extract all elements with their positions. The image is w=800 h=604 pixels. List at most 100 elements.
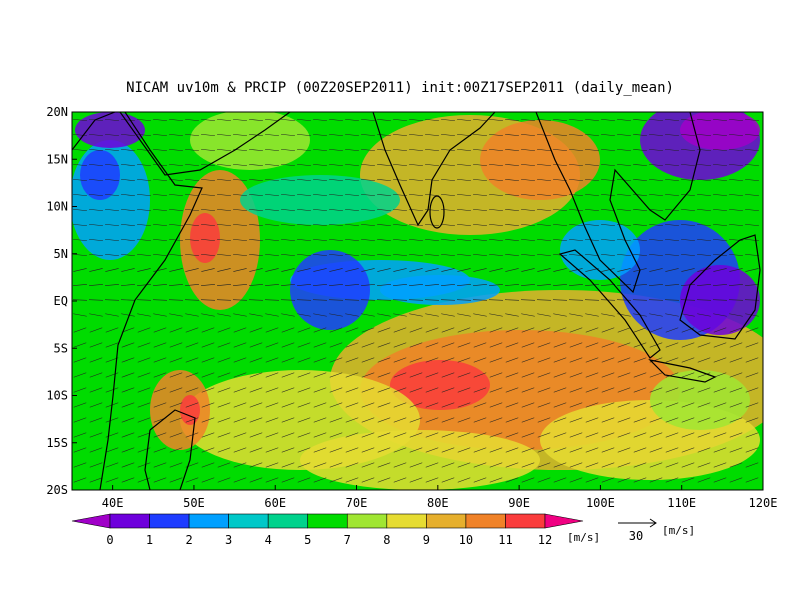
wind-arrow	[281, 238, 295, 242]
wind-arrow	[409, 163, 423, 167]
wind-arrow	[217, 417, 231, 423]
wind-arrow	[297, 477, 311, 483]
wind-arrow	[489, 342, 503, 348]
wind-arrow	[137, 462, 151, 468]
wind-arrow	[185, 357, 199, 363]
wind-arrow	[121, 417, 135, 423]
wind-arrow	[233, 178, 247, 182]
wind-arrow	[201, 402, 215, 408]
wind-arrow	[505, 253, 519, 257]
wind-arrow	[265, 148, 279, 152]
wind-arrow	[425, 133, 439, 137]
wind-arrow	[473, 284, 487, 286]
wind-arrow	[329, 148, 343, 152]
wind-arrow	[553, 462, 567, 468]
y-tick-label: 10N	[46, 200, 68, 214]
wind-arrow	[601, 268, 615, 272]
colorbar-low-end	[71, 513, 111, 529]
wind-arrow	[153, 299, 167, 301]
wind-arrow	[457, 148, 471, 152]
wind-arrow	[137, 284, 151, 286]
wind-arrow	[297, 342, 311, 348]
wind-arrow	[217, 313, 231, 317]
wind-arrow	[201, 208, 215, 212]
wind-arrow	[105, 253, 119, 257]
wind-arrow	[345, 477, 359, 483]
wind-arrow	[361, 299, 375, 301]
wind-arrow	[409, 253, 423, 257]
wind-arrow	[649, 178, 663, 182]
wind-arrow	[377, 148, 391, 152]
wind-arrow	[265, 268, 279, 272]
wind-arrow	[313, 178, 327, 182]
wind-arrow	[713, 163, 727, 167]
wind-arrow	[185, 268, 199, 272]
wind-arrow	[745, 208, 759, 212]
wind-arrow	[537, 253, 551, 257]
wind-arrow	[569, 268, 583, 272]
wind-arrow	[473, 299, 487, 301]
wind-arrow	[121, 462, 135, 468]
wind-arrow	[569, 462, 583, 468]
wind-arrow	[137, 148, 151, 152]
wind-arrow	[361, 387, 375, 393]
wind-arrow	[281, 118, 295, 122]
wind-arrow	[281, 223, 295, 227]
wind-arrow	[457, 417, 471, 423]
wind-arrow	[457, 387, 471, 393]
wind-arrow	[377, 238, 391, 242]
wind-arrow	[313, 462, 327, 468]
wind-arrow	[281, 178, 295, 182]
wind-arrow	[169, 313, 183, 317]
wind-arrow	[649, 462, 663, 468]
wind-arrow	[297, 462, 311, 468]
wind-arrow	[745, 178, 759, 182]
wind-arrow	[281, 208, 295, 212]
wind-arrow	[121, 118, 135, 122]
wind-arrow	[313, 417, 327, 423]
wind-arrow	[249, 208, 263, 212]
wind-arrow	[617, 238, 631, 242]
wind-arrow	[457, 193, 471, 197]
wind-arrow	[313, 432, 327, 438]
wind-arrow	[185, 253, 199, 257]
wind-arrow	[681, 208, 695, 212]
wind-arrow	[361, 372, 375, 378]
wind-arrow	[681, 238, 695, 242]
wind-arrow	[521, 268, 535, 272]
wind-arrow	[521, 342, 535, 348]
colorbar-box	[505, 513, 546, 529]
wind-arrow	[729, 462, 743, 468]
wind-arrow	[441, 118, 455, 122]
wind-arrow	[745, 193, 759, 197]
wind-arrow	[345, 133, 359, 137]
wind-arrow	[313, 253, 327, 257]
wind-arrow	[377, 223, 391, 227]
wind-arrow	[233, 238, 247, 242]
wind-arrow	[425, 432, 439, 438]
wind-arrow	[361, 223, 375, 227]
wind-arrow	[745, 432, 759, 438]
wind-arrow	[281, 299, 295, 301]
wind-arrow	[345, 118, 359, 122]
colorbar-box	[149, 513, 190, 529]
wind-arrow	[185, 477, 199, 483]
wind-arrow	[441, 357, 455, 363]
colorbar-label: 12	[538, 533, 552, 547]
wind-arrow	[457, 432, 471, 438]
wind-arrow	[313, 193, 327, 197]
wind-arrow	[233, 118, 247, 122]
wind-arrow	[505, 313, 519, 317]
wind-arrow	[297, 417, 311, 423]
wind-arrow	[105, 238, 119, 242]
wind-arrow	[521, 178, 535, 182]
wind-arrow	[441, 163, 455, 167]
wind-arrow	[489, 372, 503, 378]
wind-arrow	[601, 462, 615, 468]
wind-arrow	[713, 477, 727, 483]
wind-arrow	[537, 193, 551, 197]
wind-arrow	[569, 163, 583, 167]
wind-arrow	[425, 253, 439, 257]
wind-arrow	[713, 342, 727, 348]
wind-arrow	[345, 313, 359, 317]
